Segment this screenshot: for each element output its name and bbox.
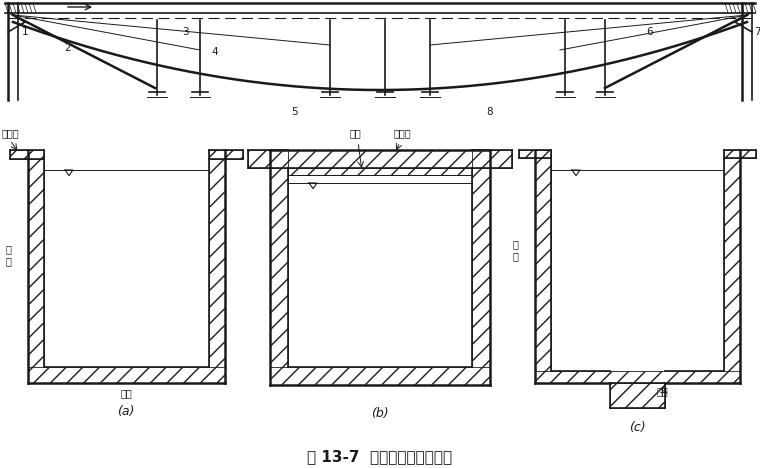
Text: (a): (a) — [117, 404, 135, 417]
Text: 3: 3 — [182, 27, 188, 37]
Text: 底板: 底板 — [120, 388, 132, 398]
Text: 4: 4 — [212, 47, 218, 57]
Bar — [472, 150, 512, 168]
Text: (b): (b) — [371, 407, 389, 419]
Bar — [535, 371, 740, 383]
Text: 7: 7 — [754, 27, 760, 37]
Bar — [724, 150, 740, 383]
Text: (c): (c) — [629, 422, 645, 434]
Text: 横肋: 横肋 — [656, 386, 668, 396]
Bar — [209, 150, 225, 383]
Text: 2: 2 — [65, 43, 71, 53]
Text: 侧
墙: 侧 墙 — [512, 239, 518, 261]
Bar — [270, 367, 490, 385]
Bar — [248, 150, 288, 168]
Bar — [209, 150, 243, 159]
Text: 6: 6 — [647, 27, 654, 37]
Bar — [270, 168, 288, 385]
Text: 5: 5 — [292, 107, 299, 117]
Bar — [270, 150, 490, 168]
Bar — [288, 168, 472, 175]
Bar — [519, 150, 551, 158]
Bar — [724, 150, 756, 158]
Text: 人行道: 人行道 — [393, 128, 411, 138]
Bar — [472, 168, 490, 385]
Text: 8: 8 — [486, 107, 493, 117]
Bar — [610, 383, 665, 408]
Text: 1: 1 — [22, 27, 28, 37]
Bar — [535, 150, 551, 383]
Text: 侧
墙: 侧 墙 — [5, 244, 11, 266]
Bar — [10, 150, 44, 159]
Text: 人行道: 人行道 — [2, 128, 19, 138]
Bar — [28, 367, 225, 383]
Text: 横杆: 横杆 — [349, 128, 361, 138]
Text: 图 13-7  矩形渡槽横断面型式: 图 13-7 矩形渡槽横断面型式 — [308, 449, 452, 465]
Bar — [28, 150, 44, 383]
